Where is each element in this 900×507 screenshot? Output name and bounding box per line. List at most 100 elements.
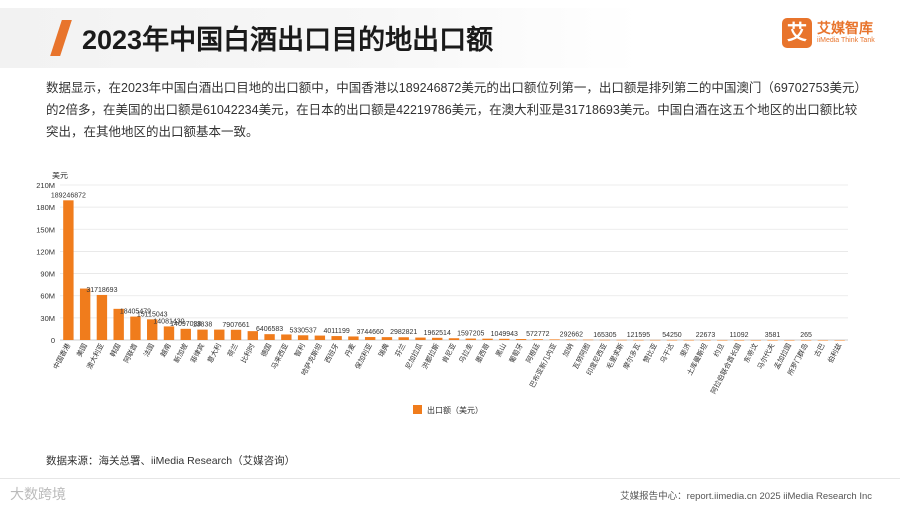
logo-name-en: iiMedia Think Tank bbox=[817, 37, 875, 44]
x-tick-label: 黑山 bbox=[494, 342, 509, 359]
y-tick-label: 180M bbox=[36, 203, 55, 212]
y-tick-label: 90M bbox=[40, 270, 55, 279]
bar bbox=[163, 326, 175, 340]
data-label: 11092 bbox=[730, 332, 749, 339]
bar bbox=[314, 335, 326, 340]
data-label: 1049943 bbox=[491, 331, 518, 338]
x-tick-label: 阿拉伯联合酋长国 bbox=[709, 342, 743, 396]
bar bbox=[683, 339, 694, 341]
x-tick-label: 阿根廷 bbox=[524, 342, 542, 365]
data-label: 3744660 bbox=[357, 329, 384, 336]
logo-name-cn: 艾媒智库 bbox=[817, 20, 873, 36]
x-tick-label: 韩国 bbox=[108, 342, 123, 359]
bar bbox=[616, 339, 627, 341]
bar bbox=[465, 338, 476, 340]
bar bbox=[398, 337, 409, 340]
y-tick-label: 60M bbox=[40, 292, 55, 301]
bar bbox=[817, 339, 829, 341]
bar bbox=[499, 338, 510, 340]
bar bbox=[180, 328, 191, 340]
x-tick-label: 加纳 bbox=[561, 342, 576, 359]
x-tick-label: 意大利 bbox=[205, 342, 223, 365]
x-tick-label: 乌拉圭 bbox=[457, 342, 475, 365]
bar bbox=[733, 339, 745, 341]
bar bbox=[800, 339, 812, 341]
bar bbox=[566, 339, 577, 341]
bar bbox=[784, 339, 795, 341]
bar bbox=[834, 339, 845, 341]
bar bbox=[700, 339, 711, 341]
bar bbox=[582, 339, 594, 341]
x-tick-label: 墨西哥 bbox=[474, 342, 491, 364]
bar bbox=[348, 336, 359, 340]
bar bbox=[364, 337, 376, 340]
footer-divider bbox=[0, 478, 900, 479]
bar bbox=[63, 200, 74, 340]
export-bar-chart: 美元 0 30M 60M 90M 120M 150M 180M 210M 189246872 中国香… bbox=[36, 172, 848, 415]
data-label: 14097038 bbox=[170, 321, 201, 328]
bar bbox=[448, 338, 460, 340]
bar bbox=[297, 335, 309, 340]
x-tick-label: 丹麦 bbox=[343, 342, 358, 359]
bar bbox=[532, 339, 544, 340]
y-tick-label: 30M bbox=[40, 314, 55, 323]
bar bbox=[96, 294, 108, 340]
y-tick-label: 0 bbox=[51, 336, 55, 345]
bar bbox=[549, 339, 560, 340]
data-label: 54250 bbox=[662, 332, 682, 339]
x-tick-label: 新加坡 bbox=[172, 342, 190, 365]
bar bbox=[230, 329, 242, 340]
x-tick-label: 葡萄牙 bbox=[507, 342, 525, 365]
data-label: 18405479 bbox=[120, 309, 151, 316]
bar bbox=[147, 319, 158, 340]
bar bbox=[214, 329, 225, 340]
data-label: 265 bbox=[800, 332, 812, 339]
x-tick-label: 乌干达 bbox=[658, 342, 676, 365]
data-source: 数据来源：海关总署、iiMedia Research（艾媒咨询） bbox=[46, 455, 296, 467]
iimedia-logo: 艾 艾媒智库 iiMedia Think Tank bbox=[782, 18, 882, 54]
y-tick-label: 150M bbox=[36, 225, 55, 234]
bar bbox=[381, 337, 393, 340]
x-tick-label: 斐济 bbox=[678, 342, 693, 359]
description-paragraph: 数据显示，在2023年中国白酒出口目地的出口额中，中国香港以189246872美… bbox=[46, 81, 861, 139]
x-tick-label: 伯利兹 bbox=[826, 342, 844, 365]
page-title: 2023年中国白酒出口目的地出口额 bbox=[82, 25, 494, 55]
bar bbox=[415, 337, 426, 340]
bar bbox=[515, 339, 527, 340]
x-tick-label: 美国 bbox=[74, 342, 89, 359]
x-tick-label: 荷兰 bbox=[225, 342, 240, 359]
x-tick-label: 法国 bbox=[141, 342, 156, 359]
x-tick-label: 芬兰 bbox=[393, 342, 408, 359]
x-tick-label: 中国香港 bbox=[51, 342, 72, 371]
x-tick-label: 约旦 bbox=[712, 342, 727, 359]
data-label: 6406583 bbox=[256, 326, 283, 333]
x-tick-label: 智利 bbox=[292, 342, 307, 359]
data-label: 22673 bbox=[696, 332, 716, 339]
data-label: 31718693 bbox=[86, 287, 117, 294]
x-tick-label: 比利时 bbox=[239, 342, 257, 365]
y-axis-unit: 美元 bbox=[52, 172, 68, 180]
data-label: 13838 bbox=[193, 322, 213, 329]
bar bbox=[281, 334, 292, 340]
footer-credit: 艾媒报告中心：report.iimedia.cn 2025 iiMedia Re… bbox=[620, 491, 872, 502]
bar bbox=[331, 336, 342, 340]
data-label: 2982821 bbox=[390, 329, 417, 336]
x-tick-label: 古巴 bbox=[812, 342, 827, 359]
bar bbox=[717, 339, 728, 341]
x-tick-label: 越南 bbox=[158, 342, 173, 359]
data-label: 14081430 bbox=[153, 318, 184, 325]
bar bbox=[113, 308, 124, 340]
x-tick-label: 肯尼亚 bbox=[440, 342, 458, 365]
watermark: 大数跨境 bbox=[10, 486, 66, 502]
bar bbox=[599, 339, 611, 341]
bar bbox=[482, 338, 493, 340]
bar bbox=[750, 339, 761, 341]
data-label: 121595 bbox=[627, 332, 650, 339]
y-tick-label: 120M bbox=[36, 247, 55, 256]
x-tick-label: 东帝汶 bbox=[742, 342, 760, 365]
legend-swatch bbox=[413, 405, 422, 414]
logo-mark-icon: 艾 bbox=[782, 18, 812, 48]
bar bbox=[130, 316, 141, 340]
bar bbox=[79, 288, 91, 340]
legend-label: 出口额（美元） bbox=[427, 405, 483, 415]
